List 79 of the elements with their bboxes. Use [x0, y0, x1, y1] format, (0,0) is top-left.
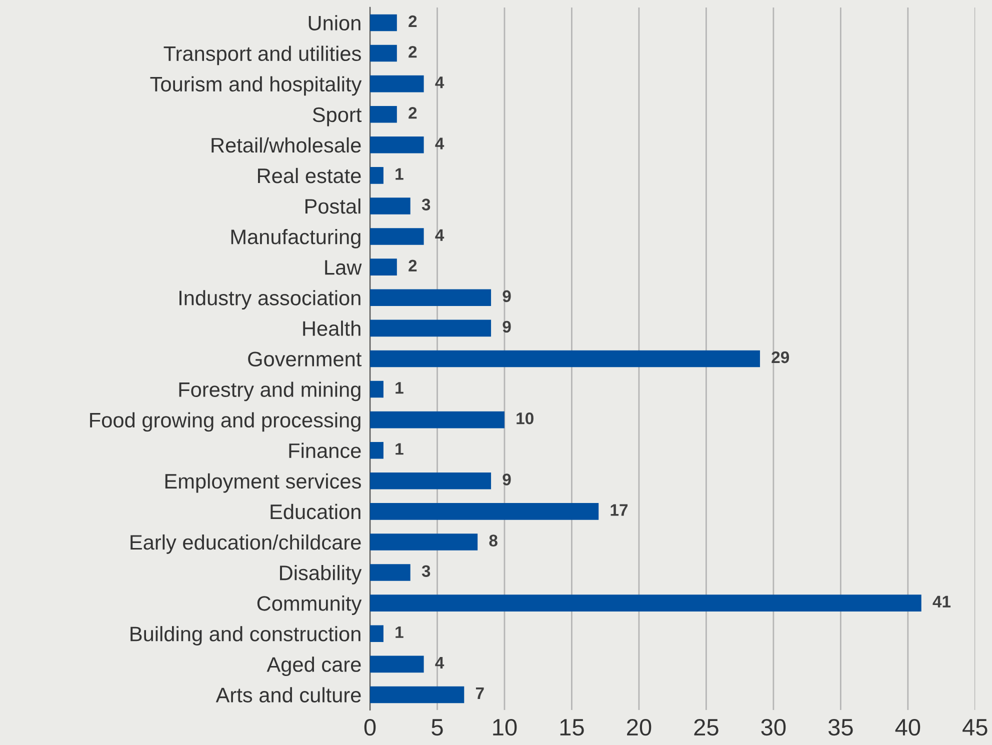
bar — [370, 289, 492, 306]
x-tick-label: 45 — [962, 719, 988, 736]
y-tick-label: Employment services — [165, 473, 361, 493]
y-tick-label: Law — [325, 260, 362, 275]
data-label: 3 — [422, 565, 430, 578]
bar — [370, 136, 424, 154]
bar — [370, 44, 397, 62]
data-label: 1 — [396, 443, 404, 455]
x-tick-label: 20 — [627, 718, 652, 736]
bar — [370, 625, 384, 642]
data-label: 3 — [422, 198, 430, 210]
bar — [370, 472, 492, 490]
y-tick-label: Early education/childcare — [130, 534, 361, 554]
x-tick-label: 15 — [560, 719, 584, 736]
data-label: 2 — [408, 107, 417, 119]
bar — [370, 106, 397, 123]
bar — [370, 14, 397, 32]
data-label: 17 — [610, 504, 628, 516]
data-label: 1 — [396, 626, 404, 638]
y-tick-label: Government — [248, 352, 362, 366]
data-label: 41 — [932, 596, 951, 608]
y-tick-label: Building and construction — [130, 626, 360, 646]
y-tick-label: Community — [257, 596, 362, 615]
y-tick-label: Aged care — [266, 656, 361, 676]
data-label: 1 — [396, 382, 404, 394]
data-label: 29 — [772, 351, 790, 364]
data-label: 9 — [502, 290, 511, 302]
y-tick-label: Forestry and mining — [179, 382, 360, 402]
x-tick-label: 5 — [432, 719, 443, 736]
data-label: 8 — [489, 534, 498, 546]
bar — [370, 350, 760, 368]
y-tick-label: Arts and culture — [216, 687, 361, 702]
data-label: 4 — [435, 76, 444, 88]
y-tick-label: Transport and utilities — [164, 46, 361, 66]
data-label: 4 — [435, 229, 444, 241]
data-label: 2 — [408, 260, 417, 272]
bar — [370, 228, 424, 245]
bar — [370, 258, 397, 276]
bar — [370, 564, 410, 581]
data-label: 9 — [502, 474, 511, 486]
bar — [370, 411, 504, 428]
y-tick-label: Food growing and processing — [90, 412, 360, 432]
y-tick-label: Health — [303, 320, 360, 336]
bar — [370, 320, 492, 337]
y-tick-label: Sport — [312, 107, 362, 126]
data-label: 2 — [408, 46, 417, 58]
y-tick-label: Postal — [305, 198, 360, 214]
y-tick-label: Real estate — [258, 168, 361, 184]
data-label: 2 — [408, 15, 417, 28]
y-tick-label: Retail/wholesale — [212, 137, 361, 153]
bar — [370, 198, 410, 214]
data-label: 9 — [502, 320, 511, 333]
y-tick-label: Manufacturing — [231, 228, 360, 248]
bar — [370, 686, 464, 704]
y-tick-label: Education — [270, 504, 360, 520]
bar — [370, 503, 599, 520]
bar — [370, 594, 922, 612]
data-label: 7 — [476, 688, 484, 700]
x-tick-label: 30 — [761, 718, 786, 736]
bar — [370, 75, 424, 92]
y-tick-label: Industry association — [179, 290, 360, 310]
y-tick-label: Finance — [289, 442, 361, 458]
bar — [370, 380, 384, 398]
data-label: 10 — [516, 412, 534, 424]
bar — [370, 167, 384, 184]
bar — [370, 534, 478, 550]
x-tick-label: 35 — [828, 718, 853, 736]
data-label: 4 — [435, 138, 444, 150]
bar — [370, 442, 384, 459]
x-tick-label: 40 — [895, 718, 920, 736]
x-tick-label: 25 — [694, 718, 718, 736]
data-label: 4 — [435, 657, 444, 668]
x-tick-label: 0 — [364, 718, 376, 736]
x-tick-label: 10 — [493, 718, 517, 736]
y-tick-label: Tourism and hospitality — [150, 76, 362, 96]
y-tick-label: Disability — [280, 564, 362, 584]
y-tick-label: Union — [308, 15, 360, 30]
bar — [370, 656, 424, 673]
data-label: 1 — [396, 168, 404, 180]
